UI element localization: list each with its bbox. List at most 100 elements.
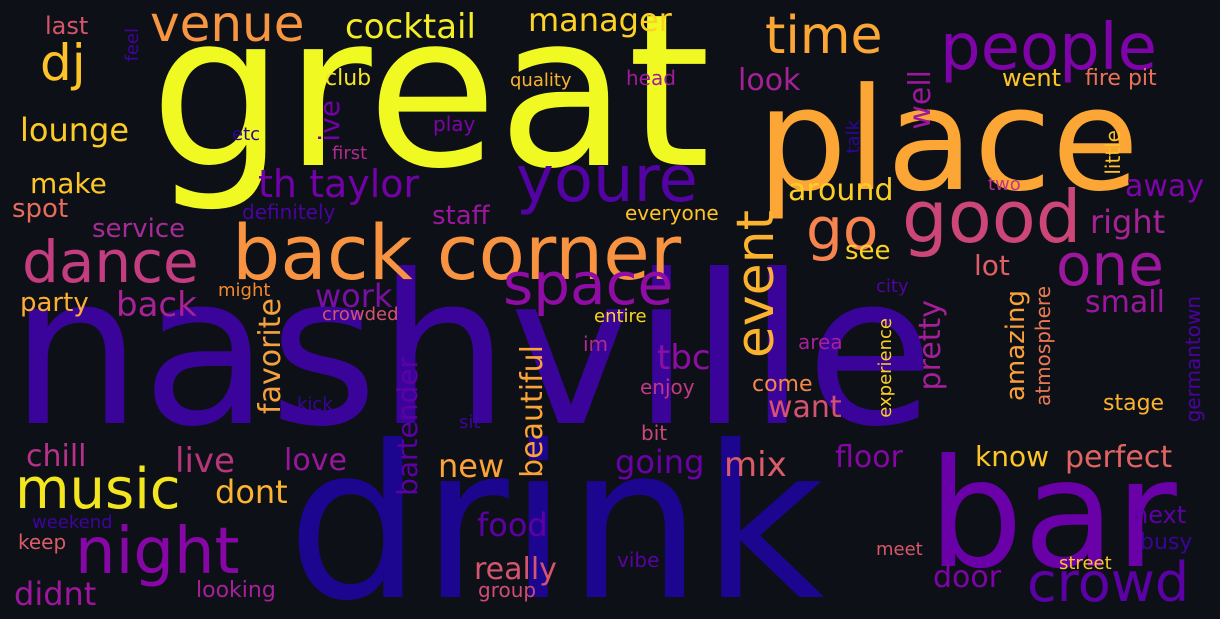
word-door: door xyxy=(933,560,1002,595)
word-mix: mix xyxy=(724,445,787,485)
word-weekend: weekend xyxy=(32,512,113,533)
word-kick: kick xyxy=(297,394,333,415)
word-perfect: perfect xyxy=(1065,440,1173,475)
word-feel: feel xyxy=(122,28,143,62)
word-away: away xyxy=(1125,169,1205,204)
word-fire-pit: fire pit xyxy=(1085,66,1157,91)
word-club: club xyxy=(325,66,372,91)
word-chill: chill xyxy=(26,439,87,474)
word-place: place xyxy=(757,58,1140,223)
word-see: see xyxy=(845,236,891,266)
word-spot: spot xyxy=(12,194,69,224)
word-music: music xyxy=(15,457,181,522)
word-keep: keep xyxy=(18,530,67,554)
word-definitely: definitely xyxy=(242,200,336,224)
word-dance: dance xyxy=(22,228,199,296)
word-back-corner: back corner xyxy=(232,208,682,297)
word-th-taylor: th taylor xyxy=(258,162,420,206)
word-want: want xyxy=(768,390,842,425)
word-really: really xyxy=(474,552,557,587)
word-good: good xyxy=(902,175,1082,259)
word-went: went xyxy=(1002,64,1062,92)
word-stage: stage xyxy=(1103,391,1165,416)
word-tbc: tbc xyxy=(657,338,711,378)
word-quality: quality xyxy=(510,70,572,91)
word-around: around xyxy=(788,173,894,208)
word-service: service xyxy=(92,214,186,244)
word-lounge: lounge xyxy=(20,111,130,149)
word-drink: drink xyxy=(287,400,825,619)
word-time: time xyxy=(765,6,883,66)
word-well: well xyxy=(903,70,938,130)
word-one: one xyxy=(1056,231,1164,299)
word-youre: youre xyxy=(516,143,698,217)
word-im: im xyxy=(583,332,609,356)
word-come: come xyxy=(752,372,813,397)
word-dont: dont xyxy=(215,473,288,511)
word-bit: bit xyxy=(641,421,668,445)
word-sit: sit xyxy=(459,412,481,433)
word-going: going xyxy=(615,443,705,481)
word-crowded: crowded xyxy=(322,304,399,325)
word-meet: meet xyxy=(876,539,923,560)
word-two: two xyxy=(988,174,1021,195)
word-venue: venue xyxy=(150,0,305,53)
word-night: night xyxy=(75,515,240,589)
word-bar: bar xyxy=(928,428,1177,602)
word-experience: experience xyxy=(875,318,896,418)
word-small: small xyxy=(1085,285,1165,320)
word-busy: busy xyxy=(1140,530,1193,555)
word-street: street xyxy=(1059,553,1112,574)
word-cocktail: cocktail xyxy=(345,7,476,47)
word-people: people xyxy=(940,11,1157,85)
word-group: group xyxy=(478,578,537,602)
word-back: back xyxy=(116,285,197,325)
word-lot: lot xyxy=(974,249,1010,282)
word-new: new xyxy=(438,447,505,485)
word-looking: looking xyxy=(196,578,276,603)
word-amazing: amazing xyxy=(1001,290,1031,402)
word-atmosphere: atmosphere xyxy=(1031,286,1055,406)
word-didnt: didnt xyxy=(14,575,97,613)
word-party: party xyxy=(20,288,89,318)
word-make: make xyxy=(30,167,107,200)
word-live: live xyxy=(175,441,235,481)
word-great: great xyxy=(150,0,711,215)
word-go: go xyxy=(806,195,879,263)
word-germantown: germantown xyxy=(1181,296,1205,423)
word-manager: manager xyxy=(528,1,672,39)
word-entire: entire xyxy=(594,306,647,327)
word-nashville: nashville xyxy=(10,231,934,473)
word-space: space xyxy=(503,250,674,318)
word-love: love xyxy=(284,443,347,478)
word-know: know xyxy=(975,440,1049,473)
word-vibe: vibe xyxy=(617,548,660,572)
word-look: look xyxy=(738,63,801,98)
word-enjoy: enjoy xyxy=(640,375,695,399)
word-etc: etc xyxy=(232,124,261,145)
word-ive: ive xyxy=(313,100,346,142)
word-area: area xyxy=(798,330,843,354)
word-city: city xyxy=(876,276,909,297)
word-play: play xyxy=(433,112,476,136)
word-crowd: crowd xyxy=(1027,551,1190,614)
word-food: food xyxy=(477,506,548,544)
word-might: might xyxy=(218,280,271,301)
word-pretty: pretty xyxy=(913,300,948,391)
word-favorite: favorite xyxy=(253,298,288,414)
word-first: first xyxy=(332,143,368,164)
word-next: next xyxy=(1133,501,1187,529)
word-dj: dj xyxy=(40,34,86,92)
word-talk: talk xyxy=(843,120,864,154)
word-right: right xyxy=(1090,203,1166,241)
word-everyone: everyone xyxy=(625,201,719,225)
word-event: event xyxy=(726,210,786,359)
word-work: work xyxy=(315,277,393,315)
word-bartender: bartender xyxy=(391,357,424,496)
word-floor: floor xyxy=(835,440,903,475)
word-head: head xyxy=(626,66,676,90)
word-staff: staff xyxy=(432,201,490,231)
word-last: last xyxy=(45,12,89,40)
word-beautiful: beautiful xyxy=(515,345,550,478)
